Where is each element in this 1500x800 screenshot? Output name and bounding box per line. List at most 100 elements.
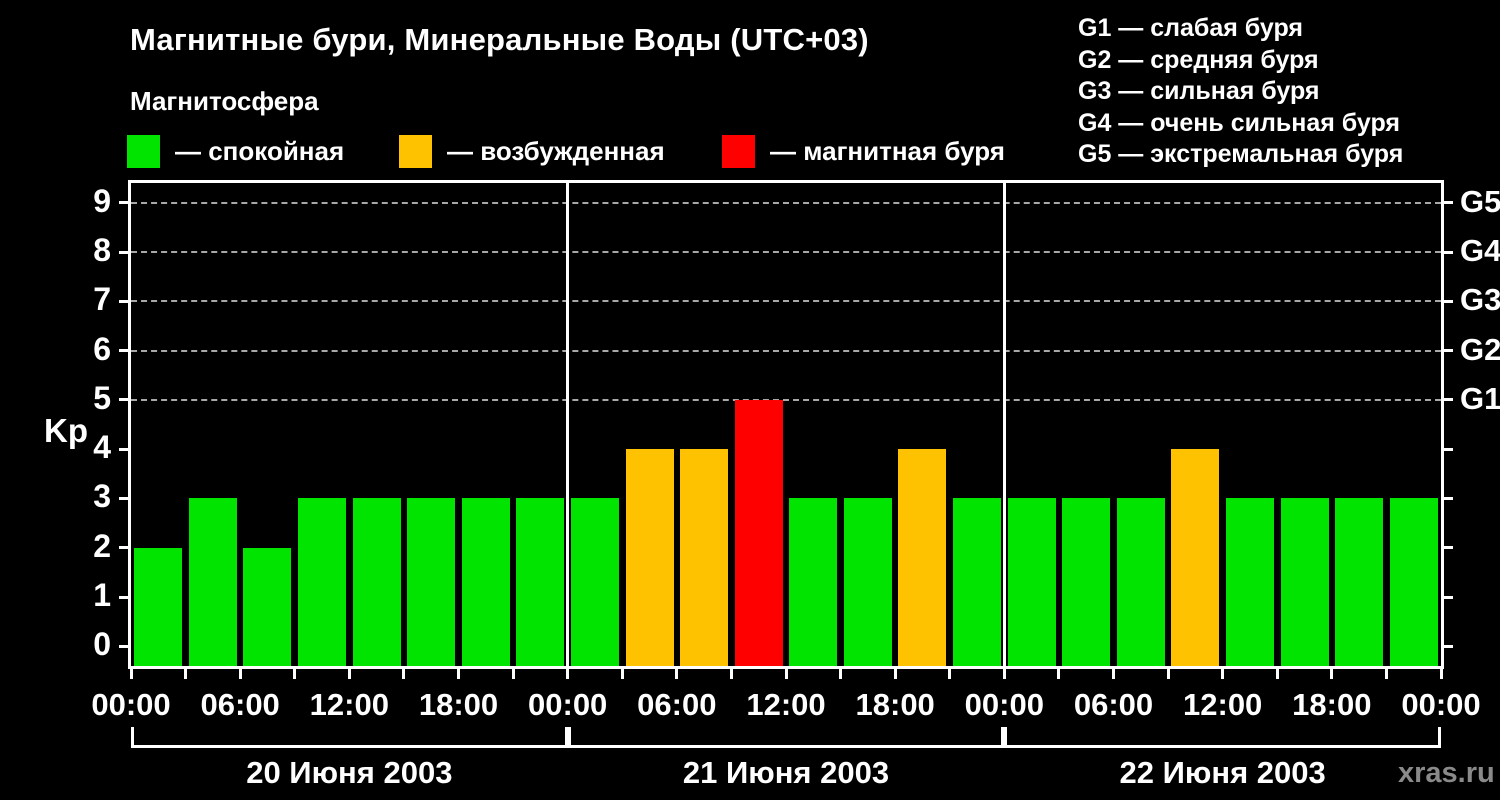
x-tick (784, 666, 788, 679)
y-tick-left (119, 349, 131, 353)
kp-bar (789, 498, 838, 666)
x-tick (1166, 666, 1170, 679)
g-scale-legend: G1 — слабая буря G2 — средняя буря G3 — си… (1078, 13, 1403, 171)
g-axis-label-g5: G5 (1460, 183, 1500, 219)
x-tick (457, 666, 460, 679)
x-tick (1275, 666, 1279, 679)
x-tick (293, 666, 297, 679)
x-tick (566, 666, 570, 679)
y-tick-label: 9 (93, 182, 111, 219)
kp-bar (570, 498, 619, 666)
date-label: 22 Июня 2003 (1119, 755, 1326, 790)
date-bracket (567, 727, 1005, 748)
x-tick (129, 666, 133, 679)
y-tick-label: 7 (93, 281, 111, 318)
g-axis-label-g2: G2 (1460, 331, 1500, 367)
kp-bar (680, 449, 729, 666)
kp-bar (461, 498, 510, 666)
x-tick-label: 00:00 (91, 687, 171, 722)
x-tick-label: 06:00 (637, 687, 717, 722)
y-tick-left (119, 595, 131, 599)
y-tick-right (1441, 398, 1453, 402)
x-tick (402, 666, 406, 679)
y-tick-left (119, 447, 131, 451)
x-tick-label: 18:00 (1292, 687, 1372, 722)
g-axis-label-g3: G3 (1460, 282, 1500, 318)
g-legend-line: G5 — экстремальная буря (1078, 140, 1404, 169)
kp-bar (1335, 498, 1384, 666)
day-separator (1002, 183, 1006, 666)
x-tick (1112, 666, 1115, 679)
kp-bar (1007, 498, 1056, 666)
legend-item-label: — магнитная буря (770, 135, 1005, 166)
y-tick-label: 2 (93, 527, 111, 564)
y-tick-label: 0 (93, 626, 111, 663)
y-tick-left (119, 398, 131, 402)
g-legend-line: G1 — слабая буря (1078, 14, 1304, 42)
chart-subtitle: Магнитосфера (130, 86, 319, 116)
gridline-kp9 (131, 201, 1441, 204)
y-axis-title: Kp (44, 412, 88, 449)
legend-swatch-active (399, 134, 432, 168)
y-tick-label: 4 (93, 429, 111, 466)
x-tick (1439, 666, 1443, 679)
x-tick (347, 666, 351, 679)
kp-bar (1116, 498, 1165, 666)
chart-title: Магнитные бури, Минеральные Воды (UTC+03… (130, 22, 869, 57)
kp-bar (625, 449, 674, 666)
x-tick-label: 18:00 (418, 687, 499, 722)
x-tick-label: 06:00 (1073, 687, 1154, 722)
y-tick-label: 8 (93, 232, 111, 268)
x-tick (839, 666, 843, 679)
legend-item-quiet: — спокойная (127, 134, 344, 168)
g-legend-line: G3 — сильная буря (1078, 77, 1320, 106)
y-tick-right (1441, 250, 1453, 254)
kp-bar (188, 498, 237, 666)
x-tick (1330, 666, 1334, 679)
kp-bar (134, 547, 183, 666)
y-tick-label: 3 (93, 478, 111, 515)
gridline-kp5 (131, 398, 1441, 401)
kp-bar (898, 449, 947, 666)
x-tick-label: 06:00 (200, 687, 280, 722)
date-bracket (1004, 727, 1441, 748)
y-tick-label: 1 (93, 577, 111, 613)
kp-bar (516, 498, 565, 666)
y-tick-right (1441, 447, 1453, 451)
x-tick (1002, 666, 1006, 679)
legend-item-active: — возбужденная (399, 134, 665, 168)
kp-bar (352, 498, 401, 666)
x-tick-label: 12:00 (309, 687, 389, 722)
plot-area: 0 1 2 3 4 5 6 7 8 9 G5 G4 G3 G2 G1 00:00 06:00 12:00 18:00… (91, 180, 1500, 790)
date-label: 20 Июня 2003 (246, 755, 453, 790)
x-tick (729, 666, 733, 679)
g-axis-label-g4: G4 (1460, 233, 1500, 268)
gridline-kp8 (131, 251, 1441, 253)
y-tick-right (1441, 349, 1453, 353)
kp-bar (734, 399, 783, 666)
kp-bar (1171, 449, 1220, 666)
x-tick-label: 00:00 (1401, 687, 1481, 722)
watermark: xras.ru (1398, 757, 1495, 789)
legend-swatch-quiet (127, 134, 160, 168)
kp-bar (1225, 498, 1274, 666)
y-tick-right (1441, 201, 1453, 205)
gridline-kp6 (131, 349, 1441, 352)
y-tick-label: 5 (93, 379, 111, 416)
kp-bar (953, 498, 1002, 666)
y-tick-left (119, 201, 131, 205)
kp-bar (1062, 498, 1111, 666)
y-tick-right (1441, 644, 1453, 648)
legend-swatch-storm (722, 134, 755, 168)
y-tick-right (1441, 496, 1453, 500)
x-tick-label: 00:00 (964, 687, 1044, 722)
y-tick-left (119, 644, 131, 648)
kp-bar (843, 498, 892, 666)
x-tick (893, 666, 897, 679)
kp-bar (1389, 498, 1438, 666)
x-tick (675, 666, 679, 679)
x-tick (511, 666, 515, 679)
y-tick-left (119, 299, 131, 303)
y-tick-right (1441, 299, 1453, 303)
